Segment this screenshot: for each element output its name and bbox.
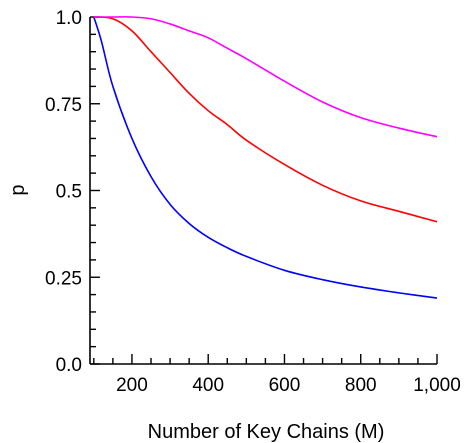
x-tick-label: 200 bbox=[116, 375, 148, 396]
series-line-1 bbox=[93, 16, 438, 299]
series-layer bbox=[93, 16, 438, 299]
series-line-2 bbox=[93, 16, 438, 223]
series-line-3 bbox=[93, 16, 438, 138]
x-tick-label: 800 bbox=[345, 375, 377, 396]
x-axis-title: Number of Key Chains (M) bbox=[148, 421, 385, 443]
y-tick-label: 1.0 bbox=[56, 8, 82, 29]
x-tick-label: 600 bbox=[269, 375, 301, 396]
y-tick-label: 0.25 bbox=[45, 268, 82, 289]
y-axis-title: p bbox=[7, 184, 29, 195]
y-tick-label: 0.5 bbox=[56, 182, 82, 203]
y-tick-label: 0.75 bbox=[45, 95, 82, 116]
x-tick-label: 400 bbox=[192, 375, 224, 396]
x-tick-label: 1,000 bbox=[413, 375, 461, 396]
y-tick-label: 0.0 bbox=[56, 355, 82, 376]
